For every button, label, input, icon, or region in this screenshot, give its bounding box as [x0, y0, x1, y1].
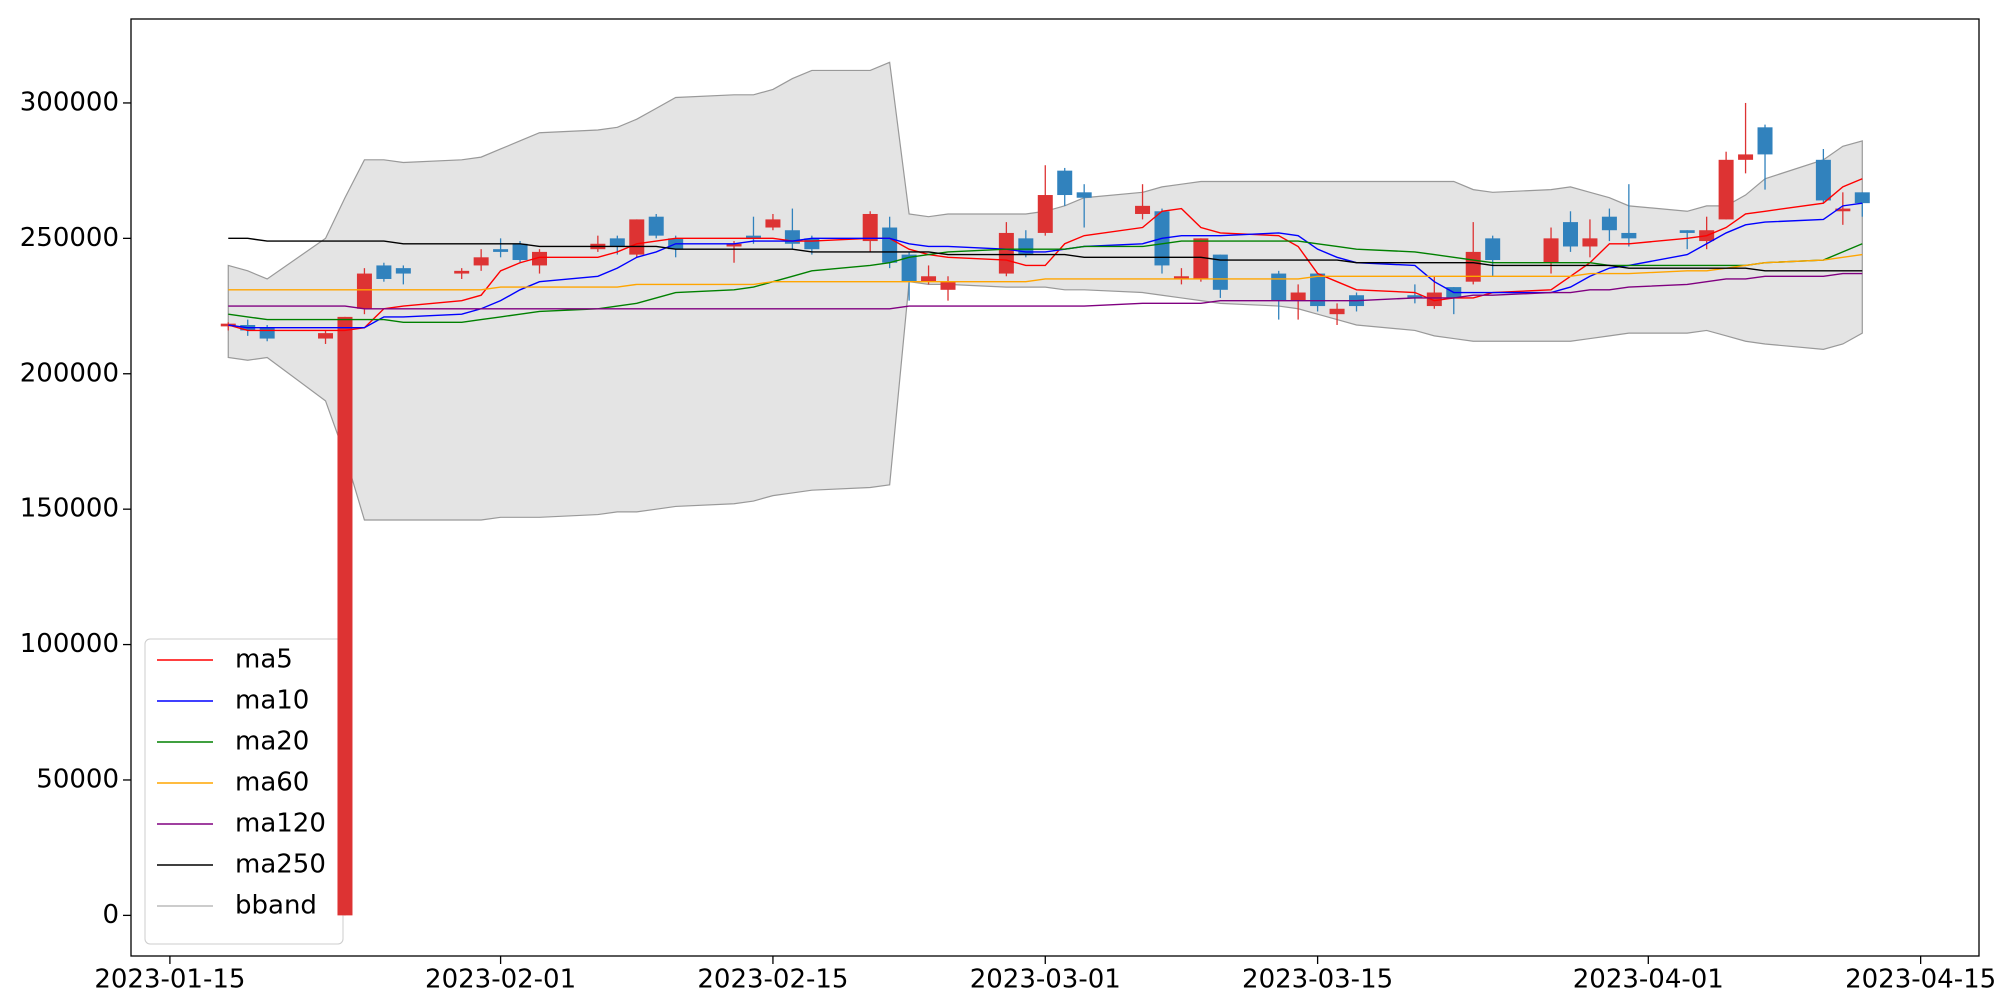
y-tick-label: 100000	[20, 629, 119, 659]
candle-body	[940, 281, 956, 290]
ma-line	[228, 237, 1863, 272]
candle-body	[473, 257, 489, 266]
candle-body	[1485, 238, 1501, 261]
y-tick-label: 50000	[36, 764, 119, 794]
candle-body	[1212, 254, 1228, 290]
bband-area	[227, 61, 1863, 521]
candle-body	[648, 216, 664, 236]
candle-body	[629, 219, 645, 255]
candle-body	[1076, 192, 1092, 198]
x-tick-label: 2023-04-15	[1845, 965, 1996, 995]
legend-label: ma120	[235, 809, 326, 839]
candle-body	[882, 227, 898, 263]
y-tick-label: 250000	[20, 223, 119, 253]
band-layer	[227, 61, 1863, 521]
candle-body	[1679, 230, 1695, 233]
legend-label: ma60	[235, 768, 309, 798]
candle-body	[1290, 292, 1306, 301]
candle-body	[1465, 251, 1481, 282]
candle-body	[1173, 276, 1189, 279]
legend-label: ma10	[235, 686, 309, 716]
x-tick-label: 2023-02-01	[425, 965, 576, 995]
candle-body	[395, 268, 411, 274]
ma-line	[228, 272, 1863, 310]
ma-line	[228, 253, 1863, 291]
candle-body	[259, 327, 275, 339]
x-tick-label: 2023-01-15	[94, 965, 245, 995]
lines-layer	[228, 178, 1863, 332]
candle-body	[921, 276, 937, 282]
y-tick-label: 300000	[20, 87, 119, 117]
candle-body	[1582, 238, 1598, 247]
candle-body	[1815, 159, 1831, 201]
legend-label: ma250	[235, 850, 326, 880]
candle-body	[745, 235, 761, 239]
candle-body	[1057, 170, 1073, 196]
candles-layer	[220, 102, 1870, 916]
candle-body	[998, 232, 1014, 274]
candle-body	[356, 273, 372, 309]
candle-body	[318, 333, 334, 339]
candle-body	[1621, 232, 1637, 239]
x-tick-label: 2023-04-01	[1573, 965, 1724, 995]
candle-body	[493, 249, 509, 252]
y-tick-label: 200000	[20, 358, 119, 388]
legend-layer: ma5 ma10 ma20 ma60 ma120 ma250 bband	[144, 638, 344, 945]
x-tick-label: 2023-03-01	[970, 965, 1121, 995]
candle-body	[376, 265, 392, 279]
y-tick-label: 0	[102, 900, 119, 930]
frame-layer: 0 50000 100000 150000 200000 250000 300000 2023…	[20, 18, 1996, 995]
candle-body	[1018, 238, 1034, 255]
candle-body	[1854, 192, 1870, 204]
candle-body	[1407, 295, 1423, 298]
legend-label: bband	[235, 891, 317, 921]
candle-body	[337, 316, 353, 916]
y-tick-label: 150000	[20, 494, 119, 524]
candle-body	[532, 251, 548, 266]
candle-body	[1426, 292, 1442, 307]
candle-body	[1757, 127, 1773, 155]
candle-body	[1835, 208, 1851, 212]
ma-line	[228, 202, 1863, 329]
candle-body	[862, 213, 878, 242]
candle-body	[1562, 222, 1578, 247]
candle-body	[1271, 273, 1287, 301]
candle-body	[512, 243, 528, 261]
candle-body	[1329, 308, 1345, 315]
candle-body	[1543, 238, 1559, 263]
x-tick-label: 2023-02-15	[697, 965, 848, 995]
candle-body	[765, 219, 781, 228]
candle-body	[1135, 205, 1151, 214]
candle-body	[1193, 238, 1209, 279]
candle-body	[1601, 216, 1617, 231]
candle-body	[726, 243, 742, 247]
x-tick-label: 2023-03-15	[1242, 965, 1393, 995]
candle-body	[901, 254, 917, 282]
ma-line	[228, 240, 1863, 324]
candle-body	[804, 238, 820, 250]
candle-body	[1718, 159, 1734, 220]
legend-label: ma20	[235, 727, 309, 757]
legend-label: ma5	[235, 645, 293, 675]
candle-body	[609, 238, 625, 247]
candle-body	[454, 270, 470, 274]
candle-body	[1738, 154, 1754, 160]
plot-frame	[130, 18, 1980, 957]
candle-body	[1037, 195, 1053, 233]
candle-body	[1310, 273, 1326, 307]
